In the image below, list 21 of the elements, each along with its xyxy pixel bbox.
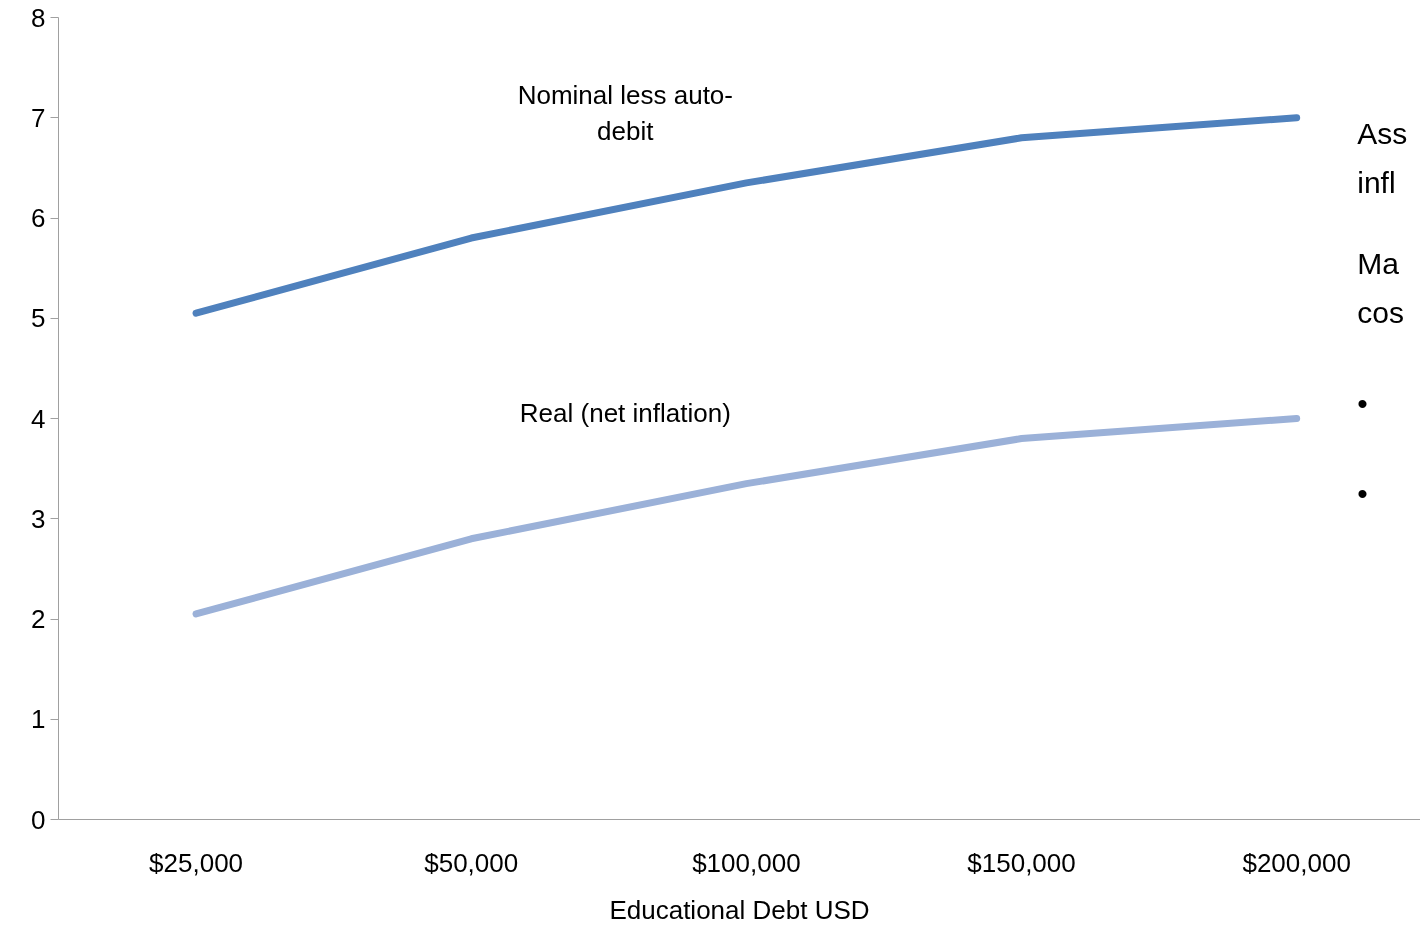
x-tick-label: $200,000 <box>1242 847 1351 878</box>
y-tick-label: 1 <box>31 704 46 735</box>
y-tick-label: 7 <box>31 102 46 133</box>
y-tick-label: 8 <box>31 2 46 33</box>
y-tick-label: 2 <box>31 604 46 634</box>
x-tick-label: $100,000 <box>692 847 801 878</box>
x-tick-label: $50,000 <box>424 847 519 878</box>
x-tick-label: $25,000 <box>149 847 244 878</box>
annotation: • <box>1357 386 1368 420</box>
y-tick-label: 5 <box>31 303 46 334</box>
y-tick-label: 3 <box>31 503 46 534</box>
series-label: Nominal less auto- debit <box>517 79 733 146</box>
y-tick-label: 6 <box>31 203 46 233</box>
y-tick-label: 0 <box>31 804 46 835</box>
annotation: • <box>1357 477 1368 511</box>
annotation: Ma cos <box>1357 246 1404 330</box>
y-tick-label: 4 <box>31 403 46 434</box>
annotation: Ass infl <box>1357 116 1408 200</box>
x-axis-title: Educational Debt USD <box>609 894 870 925</box>
x-tick-label: $150,000 <box>967 847 1076 878</box>
text: Real (net inflation) <box>519 398 731 429</box>
